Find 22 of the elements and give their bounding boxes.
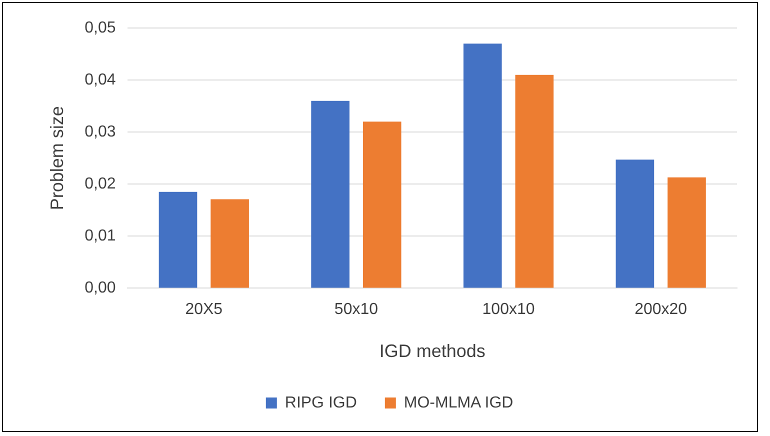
x-axis-title: IGD methods [379, 341, 486, 362]
bar [668, 177, 706, 288]
bar [210, 199, 249, 288]
bar [158, 192, 198, 288]
x-tick-label: 20X5 [185, 301, 223, 318]
y-axis-title: Problem size [46, 106, 67, 210]
bar [616, 160, 654, 288]
bar [362, 122, 402, 288]
y-tick-label: 0,02 [84, 176, 116, 193]
legend-label: MO-MLMA IGD [404, 394, 514, 412]
legend-label: RIPG IGD [284, 394, 357, 412]
x-tick-label: 100x10 [482, 301, 535, 318]
bar [311, 100, 350, 288]
y-tick-label: 0,01 [84, 228, 116, 245]
x-tick-label: 50x10 [334, 301, 378, 318]
bar [515, 74, 554, 288]
x-tick-label: 200x20 [634, 301, 688, 318]
y-tick-label: 0,04 [84, 71, 116, 88]
y-tick-label: 0,05 [84, 19, 116, 36]
y-tick-label: 0,00 [84, 280, 116, 297]
y-tick-label: 0,03 [84, 123, 116, 140]
bar [463, 44, 502, 288]
